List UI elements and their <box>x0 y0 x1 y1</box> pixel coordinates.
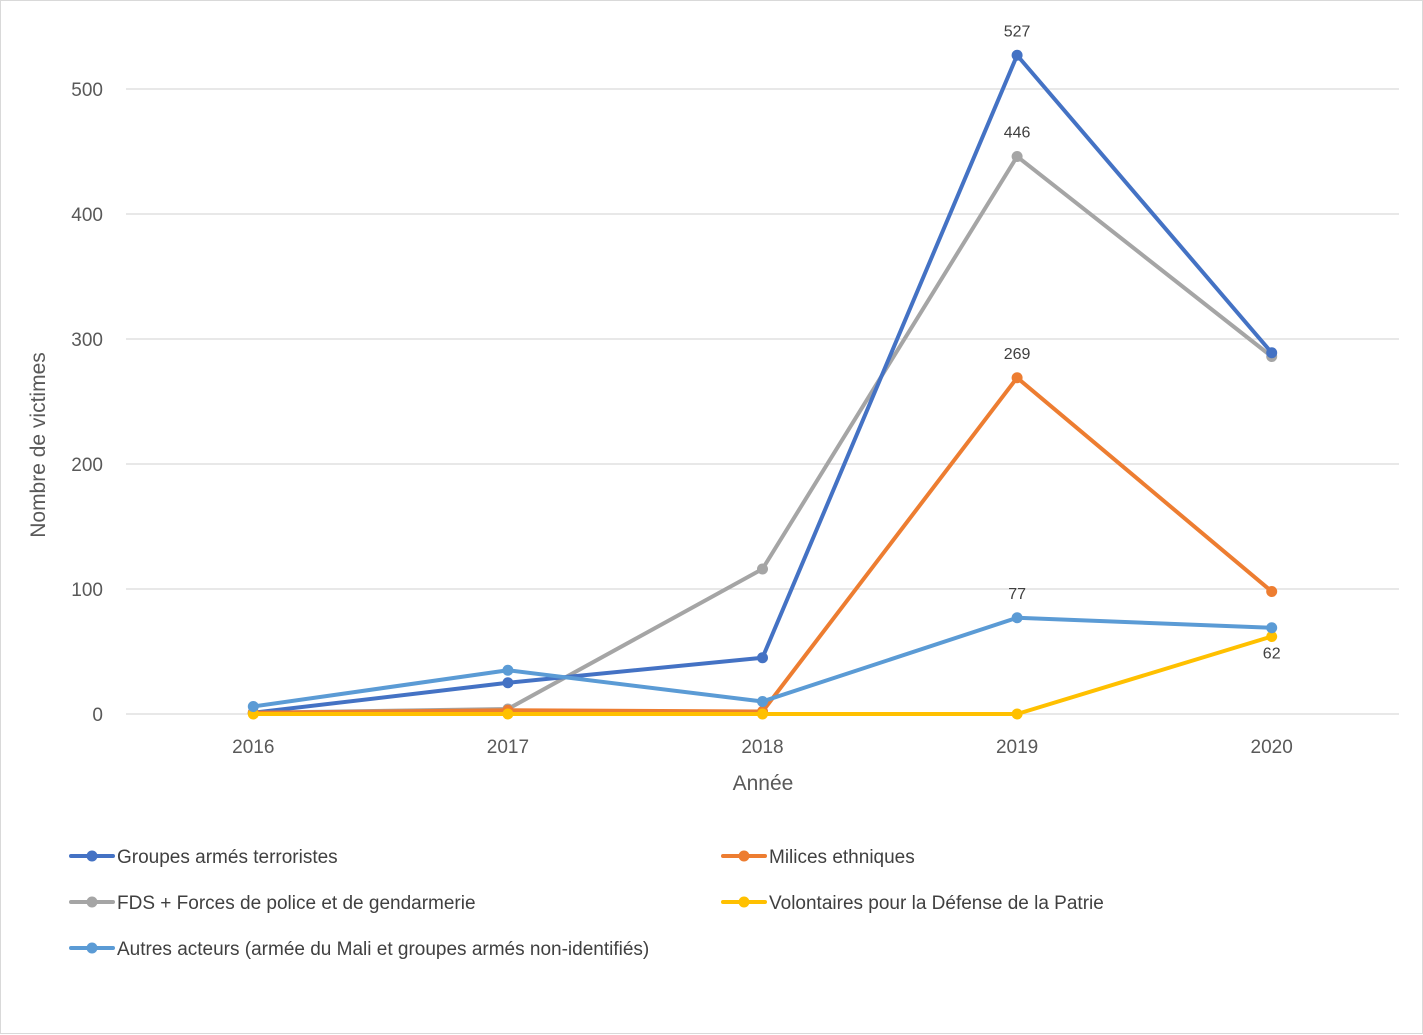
data-point <box>502 677 514 689</box>
series-line <box>251 154 1274 715</box>
gridlines <box>126 88 1399 715</box>
legend-label: FDS + Forces de police et de gendarmerie <box>117 893 476 914</box>
data-point <box>757 696 768 707</box>
y-axis-title: Nombre de victimes <box>27 352 50 538</box>
x-tick-label: 2019 <box>996 737 1038 758</box>
data-labels: 527 446 269 77 62 <box>1004 23 1281 662</box>
data-point <box>1011 151 1023 162</box>
y-tick-label: 0 <box>92 705 103 726</box>
data-label: 269 <box>1004 346 1031 363</box>
legend-item: FDS + Forces de police et de gendarmerie <box>69 893 476 914</box>
legend-item: Groupes armés terroristes <box>69 847 338 868</box>
legend-swatch-marker <box>738 896 750 908</box>
legend-item: Milices ethniques <box>721 847 915 868</box>
data-point <box>1266 622 1278 634</box>
y-tick-label: 200 <box>71 455 103 476</box>
x-tick-label: 2018 <box>741 737 783 758</box>
data-label: 77 <box>1008 586 1026 603</box>
legend-label: Milices ethniques <box>769 847 915 868</box>
legend-item: Autres acteurs (armée du Mali et groupes… <box>69 939 649 960</box>
legend-item: Volontaires pour la Défense de la Patrie <box>721 893 1104 914</box>
data-label: 527 <box>1004 23 1031 40</box>
data-label: 62 <box>1263 646 1281 663</box>
y-tick-label: 100 <box>71 580 103 601</box>
y-tick-label: 400 <box>71 205 103 226</box>
series-5 <box>247 612 1278 712</box>
series-3 <box>247 151 1278 719</box>
data-point <box>502 708 514 720</box>
legend-swatch-marker <box>738 850 750 862</box>
series-2 <box>247 372 1278 719</box>
legend-label: Autres acteurs (armée du Mali et groupes… <box>117 939 649 960</box>
legend-label: Volontaires pour la Défense de la Patrie <box>769 893 1104 914</box>
x-tick-label: 2016 <box>232 737 274 758</box>
data-point <box>757 652 768 664</box>
data-point <box>757 563 768 575</box>
y-tick-label: 300 <box>71 330 103 351</box>
legend: Groupes armés terroristes Milices ethniqu… <box>69 847 1104 960</box>
y-tick-label: 500 <box>71 80 103 101</box>
data-point <box>1011 612 1023 624</box>
y-axis-ticks: 0 100 200 300 400 500 <box>71 80 103 726</box>
data-point <box>247 701 259 712</box>
x-axis-ticks: 2016 2017 2018 2019 2020 <box>232 737 1293 758</box>
legend-swatch-marker <box>86 850 98 862</box>
legend-label: Groupes armés terroristes <box>117 847 338 868</box>
series-lines <box>247 49 1278 720</box>
data-point <box>1266 347 1278 359</box>
x-axis-title: Année <box>733 772 794 795</box>
data-point <box>502 664 514 676</box>
data-point <box>1266 631 1278 642</box>
data-point <box>1011 372 1023 384</box>
legend-swatch-marker <box>86 896 98 908</box>
series-line <box>251 53 1274 715</box>
data-point <box>1011 49 1023 61</box>
data-point <box>1266 586 1278 597</box>
legend-swatch-marker <box>86 942 98 954</box>
data-point <box>1011 708 1023 720</box>
data-label: 446 <box>1004 125 1031 142</box>
series-1 <box>247 49 1278 719</box>
x-tick-label: 2020 <box>1251 737 1293 758</box>
x-tick-label: 2017 <box>487 737 529 758</box>
data-point <box>757 708 768 720</box>
